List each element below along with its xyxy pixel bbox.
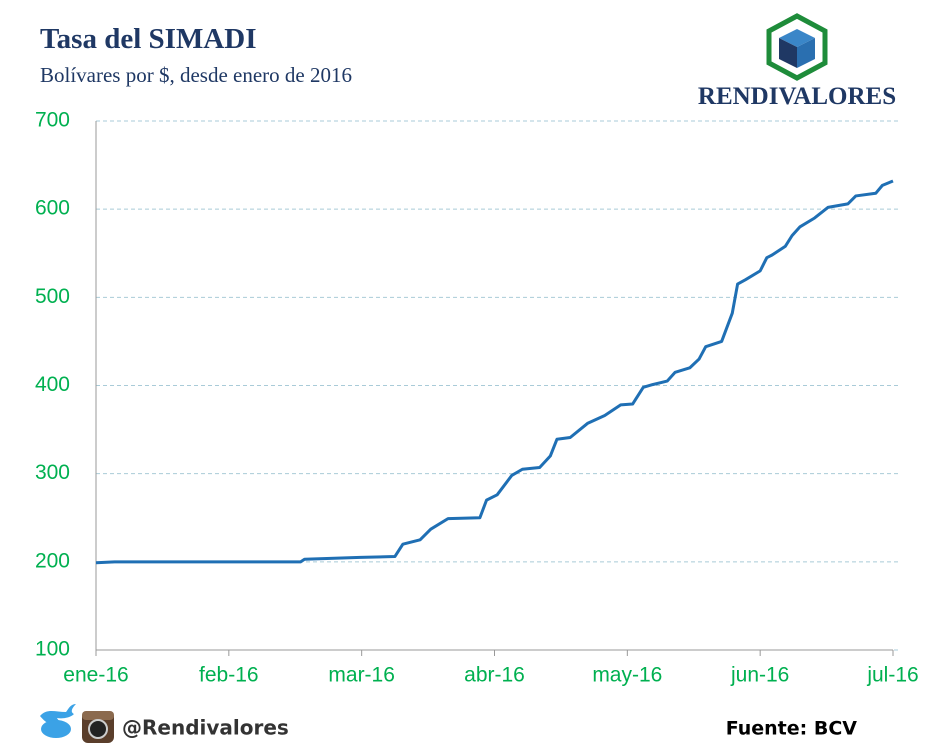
y-tick-label: 400 [35,373,70,396]
y-tick-label: 500 [35,285,70,308]
x-tick-label: jun-16 [730,664,789,687]
line-series [95,179,894,565]
x-tick-label: feb-16 [199,664,259,687]
x-tick-label: abr-16 [464,664,525,687]
y-tick-label: 200 [35,549,70,572]
y-tick-label: 100 [35,638,70,661]
y-tick-label: 700 [35,109,70,132]
y-tick-label: 300 [35,461,70,484]
twitter-icon [40,704,76,738]
brand: RENDIVALORES [698,83,896,110]
chart-title: Tasa del SIMADI [40,23,256,55]
x-tick-label: ene-16 [63,664,128,687]
logo [766,13,828,81]
y-tick-label: 600 [35,197,70,220]
handle: @Rendivalores [122,716,289,740]
chart-subtitle: Bolívares por $, desde enero de 2016 [40,63,352,87]
x-tick-label: mar-16 [328,664,395,687]
x-tick-label: may-16 [592,664,662,687]
x-tick-label: jul-16 [866,664,918,687]
instagram-icon [82,711,114,743]
source: Fuente: BCV [726,718,858,740]
